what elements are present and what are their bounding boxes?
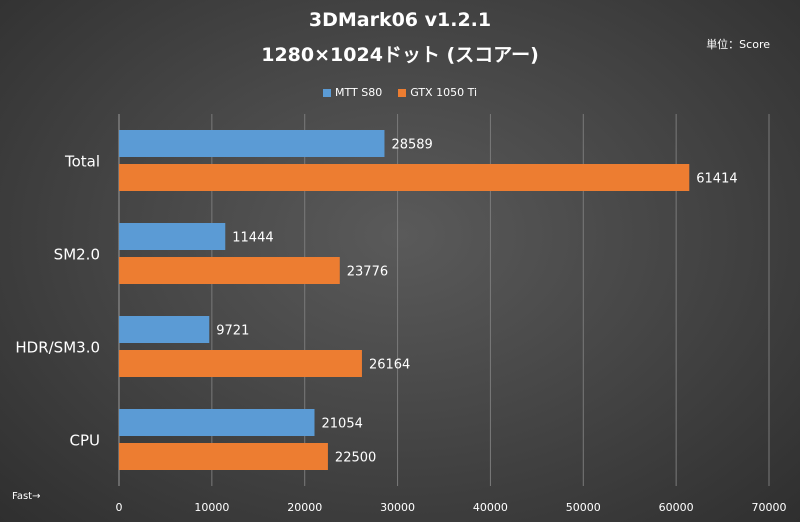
legend-swatch-mtt-s80 [322, 88, 331, 97]
legend-swatch-gtx-1050-ti [398, 88, 407, 97]
data-label-gtx-1050-ti-total: 61414 [696, 172, 737, 187]
fast-direction-note: Fast→ [12, 491, 41, 502]
bar-mtt-s80-total [119, 130, 385, 157]
chart-title: 3DMark06 v1.2.1 [308, 9, 492, 31]
data-label-gtx-1050-ti-cpu: 22500 [335, 451, 376, 466]
x-tick-label-10000: 10000 [194, 501, 229, 514]
bar-gtx-1050-ti-total [119, 164, 690, 191]
x-tick-label-60000: 60000 [659, 501, 694, 514]
bar-gtx-1050-ti-sm2-0 [119, 257, 340, 284]
legend-label-gtx-1050-ti: GTX 1050 Ti [410, 86, 478, 99]
data-label-mtt-s80-cpu: 21054 [322, 417, 363, 432]
legend-label-mtt-s80: MTT S80 [334, 86, 383, 99]
legend-item-mtt-s80: MTT S80 [322, 86, 383, 99]
bar-gtx-1050-ti-cpu [119, 443, 328, 470]
legend: MTT S80 GTX 1050 Ti [0, 86, 800, 99]
x-tick-label-40000: 40000 [473, 501, 508, 514]
bar-mtt-s80-hdr-sm3-0 [119, 316, 210, 343]
category-label-hdr-sm3-0: HDR/SM3.0 [15, 339, 100, 357]
category-label-total: Total [64, 153, 100, 171]
category-label-sm2-0: SM2.0 [54, 246, 100, 264]
x-tick-label-0: 0 [116, 501, 123, 514]
bar-gtx-1050-ti-hdr-sm3-0 [119, 350, 362, 377]
data-label-mtt-s80-total: 28589 [391, 138, 432, 153]
x-tick-label-50000: 50000 [566, 501, 601, 514]
unit-label: 単位：Score [706, 38, 770, 51]
category-label-cpu: CPU [70, 432, 101, 450]
x-tick-label-30000: 30000 [380, 501, 415, 514]
data-label-gtx-1050-ti-hdr-sm3-0: 26164 [369, 358, 410, 373]
data-label-gtx-1050-ti-sm2-0: 23776 [347, 265, 388, 280]
chart-subtitle: 1280×1024ドット (スコアー) [261, 44, 539, 66]
bar-mtt-s80-sm2-0 [119, 223, 226, 250]
x-tick-label-70000: 70000 [752, 501, 787, 514]
bar-mtt-s80-cpu [119, 409, 315, 436]
x-tick-label-20000: 20000 [287, 501, 322, 514]
data-label-mtt-s80-hdr-sm3-0: 9721 [216, 324, 249, 339]
data-label-mtt-s80-sm2-0: 11444 [232, 231, 273, 246]
legend-item-gtx-1050-ti: GTX 1050 Ti [398, 86, 477, 99]
